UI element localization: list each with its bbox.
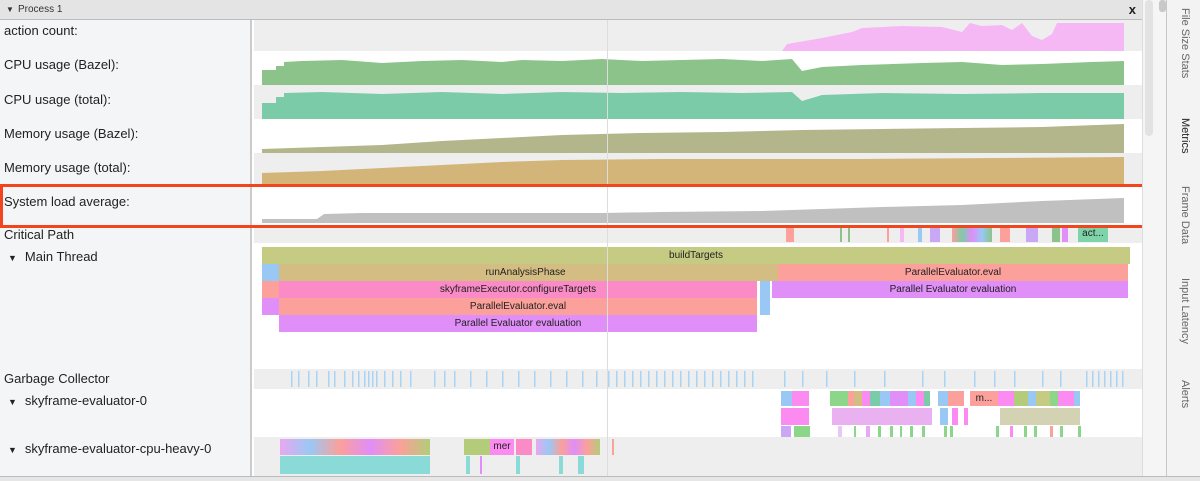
label-cpu-bazel: CPU usage (Bazel): (4, 57, 119, 72)
track-skyframe-evaluator-cpu-heavy-0: mer (254, 437, 1142, 476)
track-garbage-collector (254, 369, 1142, 389)
track-main-thread: buildTargets runAnalysisPhase skyframeEx… (254, 243, 1142, 369)
critical-slice (1052, 228, 1060, 242)
close-button[interactable]: x (1128, 2, 1136, 17)
scrollbar-track[interactable] (1145, 0, 1153, 136)
cpuheavy-slices (280, 439, 614, 474)
slice-runAnalysisPhase[interactable]: runAnalysisPhase (279, 264, 772, 281)
slice-cpuheavy-mer[interactable]: mer (490, 439, 514, 455)
slice-pe-eval-right[interactable]: ParallelEvaluator.eval (778, 264, 1128, 281)
slice[interactable] (262, 281, 279, 298)
critical-slice (848, 228, 850, 242)
collapse-triangle-icon[interactable]: ▼ (6, 5, 14, 14)
critical-slice (930, 228, 940, 242)
slice-eval0-m[interactable]: m... (970, 391, 998, 406)
expand-triangle-icon[interactable]: ▼ (8, 397, 17, 407)
cpu-total-chart (262, 92, 1124, 119)
expand-triangle-icon[interactable]: ▼ (8, 445, 17, 455)
tab-alerts[interactable]: Alerts (1179, 380, 1191, 409)
label-garbage-collector: Garbage Collector (4, 371, 110, 386)
tab-metrics[interactable]: Metrics (1179, 118, 1191, 154)
critical-slice (900, 228, 904, 242)
label-main-thread[interactable]: ▼ Main Thread (8, 249, 98, 264)
tab-file-size-stats[interactable]: File Size Stats (1179, 8, 1191, 79)
scrollbar-thumb[interactable] (1159, 0, 1166, 12)
critical-slice (952, 228, 992, 242)
memory-total-chart (262, 157, 1124, 187)
critical-slice-act[interactable]: act... (1078, 227, 1108, 242)
label-critical-path: Critical Path (4, 227, 75, 242)
track-action-count (254, 20, 1142, 51)
track-memory-total (254, 153, 1142, 187)
critical-slice (840, 228, 842, 242)
track-labels-panel: action count: CPU usage (Bazel): CPU usa… (0, 20, 252, 476)
track-skyframe-evaluator-0: m... (254, 389, 1142, 437)
critical-slice (887, 228, 889, 242)
action-count-chart (782, 23, 1124, 51)
slice[interactable] (262, 264, 279, 281)
track-system-load (254, 187, 1142, 227)
process-header[interactable]: ▼ Process 1 x (0, 0, 1142, 20)
track-critical-path: act... (254, 227, 1142, 243)
expand-triangle-icon[interactable]: ▼ (8, 253, 17, 263)
label-action-count: action count: (4, 23, 78, 38)
track-cpu-bazel (254, 51, 1142, 85)
label-memory-bazel: Memory usage (Bazel): (4, 126, 139, 141)
process-title: Process 1 (18, 4, 63, 15)
tab-frame-data[interactable]: Frame Data (1179, 186, 1191, 245)
track-cpu-total (254, 85, 1142, 119)
critical-slice (918, 228, 922, 242)
system-load-chart (262, 198, 1124, 223)
critical-slice (1000, 228, 1010, 242)
horizontal-scrollbar[interactable] (0, 476, 1200, 481)
label-memory-total: Memory usage (total): (4, 160, 131, 175)
label-cpu-total: CPU usage (total): (4, 92, 111, 107)
slice[interactable] (772, 264, 778, 281)
slice-pe-eval-left[interactable]: ParallelEvaluator.eval (279, 298, 757, 315)
label-system-load: System load average: (4, 194, 130, 209)
slice[interactable] (760, 281, 770, 315)
slice[interactable] (262, 298, 279, 315)
side-tabs-panel: File Size Stats Metrics Frame Data Input… (1166, 0, 1200, 476)
slice[interactable] (772, 281, 778, 298)
cpu-bazel-chart (262, 59, 1124, 85)
slice-pe-evaluation-left[interactable]: Parallel Evaluator evaluation (279, 315, 757, 332)
critical-slice (786, 228, 794, 242)
tab-input-latency[interactable]: Input Latency (1179, 278, 1191, 345)
label-skyframe-evaluator-cpu-heavy-0[interactable]: ▼ skyframe-evaluator-cpu-heavy-0 (8, 441, 212, 456)
slice-pe-evaluation-right[interactable]: Parallel Evaluator evaluation (778, 281, 1128, 298)
critical-slice (1062, 228, 1068, 242)
slice-buildTargets[interactable]: buildTargets (262, 247, 1130, 264)
evaluator0-slices (781, 391, 1081, 437)
memory-bazel-chart (262, 124, 1124, 153)
track-memory-bazel (254, 119, 1142, 153)
critical-slice (1026, 228, 1038, 242)
gc-ticks (291, 371, 1124, 387)
time-grid-line (607, 20, 608, 476)
label-skyframe-evaluator-0[interactable]: ▼ skyframe-evaluator-0 (8, 393, 148, 408)
slice-configureTargets[interactable]: skyframeExecutor.configureTargets (279, 281, 757, 298)
vertical-scrollbar[interactable] (1142, 0, 1166, 476)
timeline-tracks[interactable]: act... buildTargets runAnalysisPhase sky… (254, 20, 1142, 476)
